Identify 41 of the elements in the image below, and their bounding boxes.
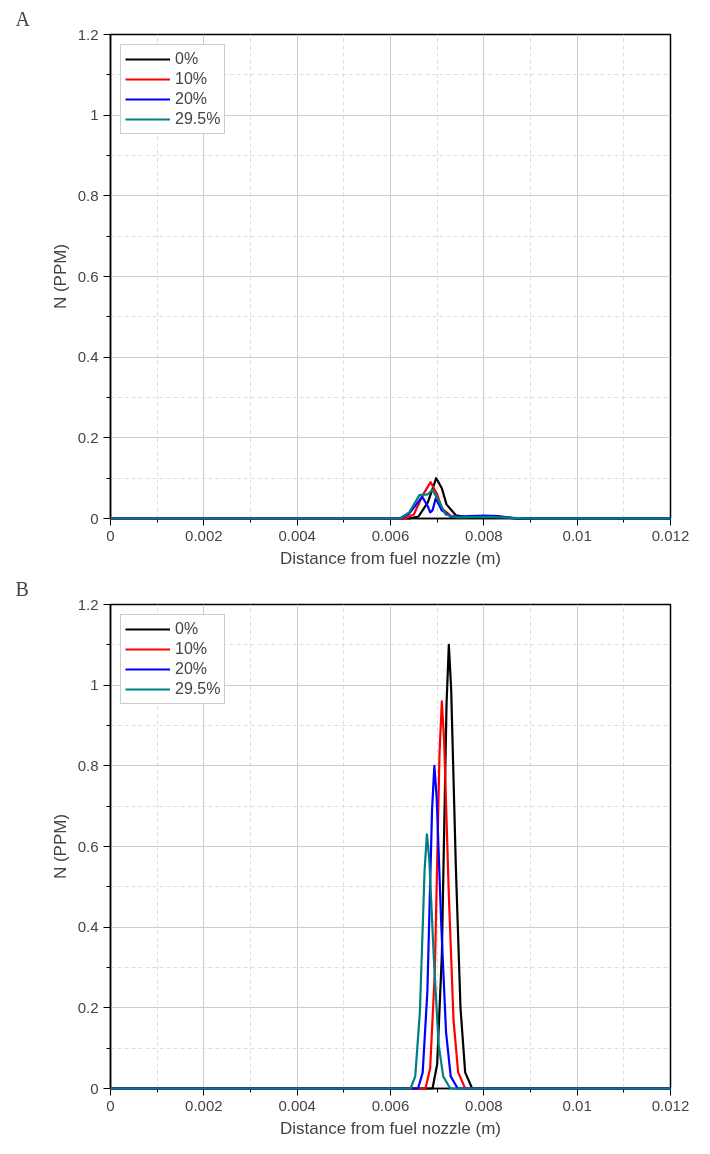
x-axis-title: Distance from fuel nozzle (m)	[279, 1118, 502, 1138]
legend-label: 29.5%	[175, 680, 221, 698]
y-tick-label: 0.8	[77, 756, 99, 774]
legend-label: 10%	[175, 640, 208, 658]
y-tick-label: 0	[90, 509, 99, 527]
y-tick-label: 0	[90, 1079, 99, 1097]
x-tick-label: 0.006	[371, 526, 410, 544]
x-axis-title: Distance from fuel nozzle (m)	[279, 548, 502, 568]
x-tick-label: 0.012	[651, 526, 690, 544]
y-tick-label: 0.2	[77, 998, 99, 1016]
y-tick-label: 1.2	[77, 25, 99, 43]
legend-label: 0%	[175, 620, 199, 638]
y-tick-label: 0.6	[77, 267, 99, 285]
x-tick-label: 0.012	[651, 1096, 690, 1114]
y-tick-label: 0.8	[77, 186, 99, 204]
y-tick-label: 1	[90, 106, 99, 124]
x-tick-label: 0.004	[278, 1096, 316, 1114]
y-tick-label: 0.4	[77, 918, 99, 936]
x-tick-label: 0.004	[278, 526, 316, 544]
chart-title: A	[15, 7, 31, 30]
x-tick-label: 0.006	[371, 1096, 410, 1114]
x-tick-label: 0.01	[562, 526, 592, 544]
legend-label: 10%	[175, 70, 208, 88]
legend-label: 29.5%	[175, 110, 221, 128]
y-tick-label: 0.6	[77, 837, 99, 855]
x-tick-label: 0	[106, 1096, 115, 1114]
x-tick-label: 0.01	[562, 1096, 592, 1114]
y-axis-title: N (PPM)	[50, 243, 70, 310]
y-tick-label: 1.2	[77, 595, 99, 613]
y-tick-label: 1	[90, 676, 99, 694]
x-tick-label: 0.002	[185, 1096, 223, 1114]
legend-label: 20%	[175, 90, 208, 108]
legend-label: 20%	[175, 660, 208, 678]
y-tick-label: 0.2	[77, 428, 99, 446]
x-tick-label: 0.008	[465, 526, 503, 544]
legend-label: 0%	[175, 50, 199, 68]
chart-title: B	[15, 577, 29, 600]
x-tick-label: 0.008	[465, 1096, 503, 1114]
x-tick-label: 0	[106, 526, 115, 544]
y-axis-title: N (PPM)	[50, 813, 70, 880]
y-tick-label: 0.4	[77, 348, 99, 366]
